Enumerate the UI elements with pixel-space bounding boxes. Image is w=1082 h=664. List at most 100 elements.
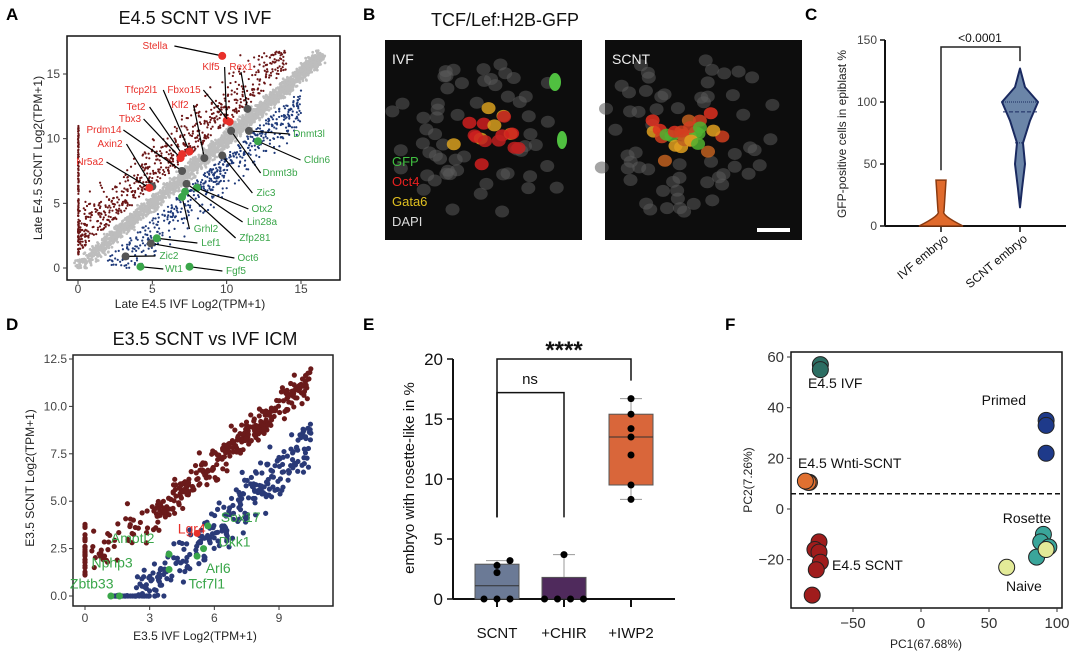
dapi-nucleus — [698, 54, 713, 67]
gene-point — [311, 50, 315, 54]
up-gene-point — [197, 111, 200, 115]
dapi-nucleus — [622, 86, 637, 99]
up-gene-point — [115, 217, 118, 221]
down-gene-point — [161, 571, 167, 578]
down-gene-point — [198, 537, 204, 544]
gene-point — [101, 237, 104, 241]
up-gene-point — [180, 114, 184, 118]
down-gene-point — [166, 205, 170, 208]
up-gene-point — [262, 89, 265, 93]
up-gene-point — [77, 248, 80, 251]
up-gene-point — [261, 430, 267, 437]
up-gene-point — [219, 456, 225, 462]
up-gene-point — [239, 101, 243, 104]
up-gene-point — [87, 215, 90, 219]
gene-point — [315, 51, 319, 55]
down-gene-point — [171, 555, 177, 561]
gene-point — [241, 121, 245, 125]
up-gene-point — [100, 186, 104, 189]
up-gene-point — [155, 179, 158, 182]
up-gene-point — [301, 392, 307, 398]
down-gene-point — [229, 150, 232, 154]
down-gene-point — [127, 248, 130, 251]
up-gene-point — [284, 406, 290, 413]
down-gene-point — [133, 247, 136, 251]
gene-point — [219, 144, 223, 147]
up-gene-point — [77, 126, 80, 129]
down-gene-point — [176, 211, 179, 214]
up-gene-point — [235, 110, 238, 113]
up-gene-point — [123, 516, 129, 522]
gene-point — [261, 104, 265, 108]
gene-point — [175, 180, 178, 184]
down-gene-point — [215, 177, 218, 180]
down-gene-point — [156, 230, 159, 233]
down-gene-point — [180, 218, 184, 221]
up-gene-point — [264, 76, 268, 79]
gene-point — [267, 97, 271, 101]
gene-point — [254, 115, 257, 119]
label-leader-line — [123, 129, 183, 172]
down-gene-point — [226, 508, 232, 514]
down-gene-point — [150, 236, 153, 239]
up-gene-point — [149, 172, 152, 175]
down-gene-point — [291, 110, 294, 113]
gene-point — [120, 234, 124, 238]
up-gene-point — [92, 225, 95, 228]
up-gene-point — [158, 168, 161, 171]
down-gene-point — [112, 263, 115, 266]
up-gene-point — [171, 160, 175, 163]
label-leader-line — [181, 196, 191, 230]
down-gene-point — [239, 149, 242, 153]
down-gene-point — [171, 215, 174, 219]
up-gene-point — [84, 241, 88, 244]
x-tick-label: 10 — [220, 282, 234, 296]
up-gene-point — [201, 139, 205, 143]
gene-point — [142, 211, 146, 215]
up-gene-point — [244, 85, 247, 88]
up-gene-point — [184, 144, 187, 147]
up-gene-point — [202, 461, 208, 467]
down-gene-point — [243, 159, 247, 162]
gene-point — [136, 207, 140, 210]
up-gene-point — [158, 171, 161, 174]
label-leader-line — [174, 45, 223, 57]
down-gene-point — [292, 95, 296, 99]
up-gene-point — [191, 132, 194, 135]
down-gene-point — [258, 487, 264, 493]
gene-point — [138, 216, 142, 220]
up-gene-point — [266, 410, 272, 416]
down-gene-point — [173, 227, 176, 230]
up-gene-point — [107, 224, 110, 227]
up-gene-point — [107, 198, 111, 202]
gene-point — [248, 112, 252, 116]
up-gene-point — [194, 140, 198, 143]
gene-point — [178, 182, 182, 186]
down-gene-point — [292, 99, 295, 103]
x-tick-label: 9 — [276, 611, 283, 625]
up-gene-point — [276, 66, 279, 69]
up-gene-point — [98, 181, 102, 184]
up-gene-point — [281, 416, 288, 422]
up-gene-point — [183, 133, 186, 137]
up-gene-point — [77, 204, 80, 207]
down-gene-point — [239, 469, 245, 475]
down-gene-point — [192, 190, 195, 193]
up-gene-point — [215, 476, 221, 483]
up-gene-point — [79, 226, 82, 229]
up-gene-point — [96, 219, 100, 223]
down-gene-point — [265, 461, 271, 467]
up-gene-point — [87, 230, 90, 233]
down-gene-point — [211, 535, 217, 541]
up-gene-point — [126, 169, 129, 172]
down-gene-point — [183, 217, 186, 220]
gene-point — [157, 198, 160, 202]
down-gene-point — [252, 469, 259, 475]
gene-point — [306, 61, 310, 65]
down-gene-point — [262, 139, 265, 142]
down-gene-point — [111, 254, 114, 257]
y-tick-label: 5.0 — [50, 494, 67, 508]
down-gene-point — [206, 208, 210, 212]
up-gene-point — [263, 417, 269, 423]
down-gene-point — [150, 570, 156, 576]
